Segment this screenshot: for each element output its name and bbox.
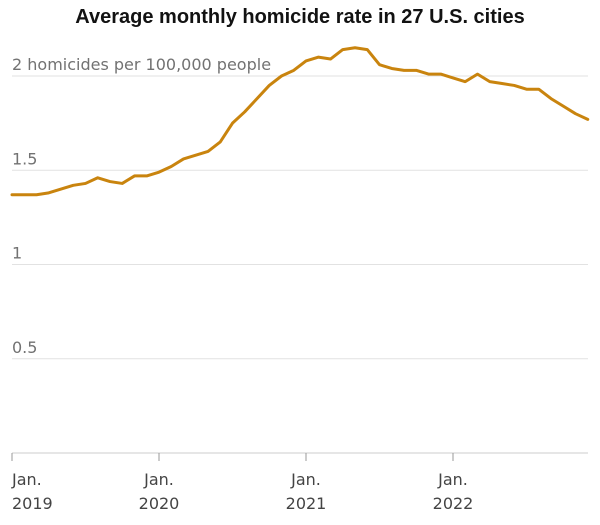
series-line-homicide-rate: [10, 46, 590, 197]
chart-title: Average monthly homicide rate in 27 U.S.…: [75, 6, 525, 28]
x-tick-year-label: 2019: [12, 494, 53, 513]
x-tick-year-label: 2021: [286, 494, 327, 513]
series-layer: [10, 46, 590, 197]
x-tick-year-label: 2020: [139, 494, 180, 513]
y-axis-ticks: 2 homicides per 100,000 people 1.5 1 0.5: [12, 55, 271, 357]
x-tick-month-label: Jan.: [143, 470, 174, 489]
y-tick-label: 2 homicides per 100,000 people: [12, 55, 271, 74]
y-tick-label: 1: [12, 244, 22, 263]
x-tick-month-label: Jan.: [290, 470, 321, 489]
gridlines: [12, 75, 588, 454]
x-tick-month-label: Jan.: [11, 470, 42, 489]
x-tick-month-label: Jan.: [437, 470, 468, 489]
y-tick-label: 0.5: [12, 338, 37, 357]
y-tick-label: 1.5: [12, 149, 37, 168]
x-tick-year-label: 2022: [433, 494, 474, 513]
x-axis-ticks: Jan. 2019 Jan. 2020 Jan. 2021 Jan. 2022: [11, 453, 473, 513]
